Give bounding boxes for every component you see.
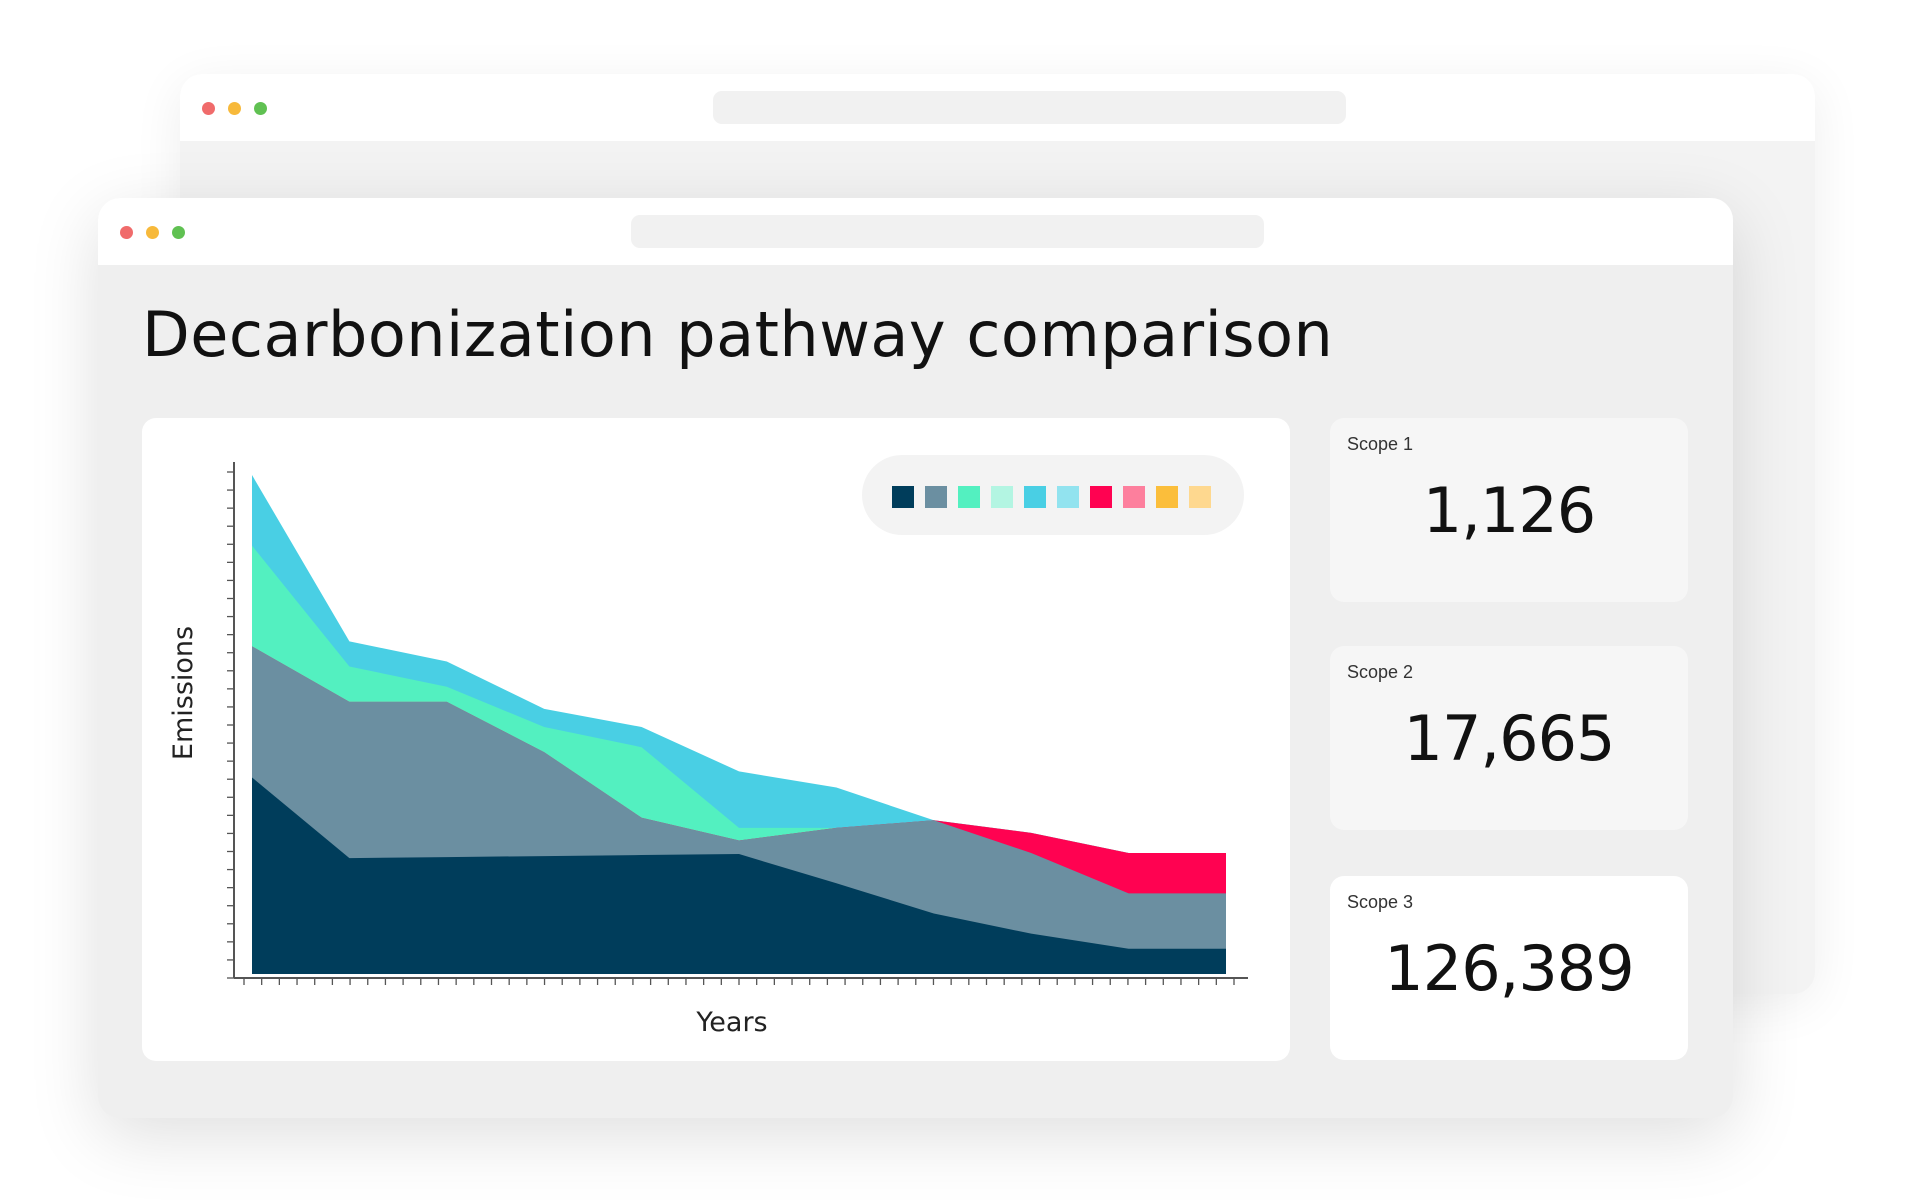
close-dot-icon[interactable] xyxy=(202,102,215,115)
legend-swatch-7 xyxy=(1090,486,1112,508)
scope-2-value: 17,665 xyxy=(1403,702,1616,775)
scope-1-card[interactable]: Scope 1 1,126 xyxy=(1330,418,1688,602)
emissions-area-chart: Emissions Years xyxy=(168,462,1248,1038)
background-titlebar xyxy=(180,74,1815,141)
chart-card: Emissions Years xyxy=(142,418,1290,1061)
chart-axes xyxy=(227,462,1248,985)
minimize-dot-icon[interactable] xyxy=(146,226,159,239)
area-layer-1 xyxy=(252,777,1226,974)
scope-3-card[interactable]: Scope 3 126,389 xyxy=(1330,876,1688,1060)
scope-1-value: 1,126 xyxy=(1422,474,1597,547)
scope-2-label: Scope 2 xyxy=(1347,662,1414,682)
scope-2-card[interactable]: Scope 2 17,665 xyxy=(1330,646,1688,830)
x-axis-label: Years xyxy=(695,1007,767,1038)
close-dot-icon[interactable] xyxy=(120,226,133,239)
chart-legend xyxy=(862,455,1244,535)
background-address-bar[interactable] xyxy=(713,91,1346,124)
maximize-dot-icon[interactable] xyxy=(254,102,267,115)
page-title: Decarbonization pathway comparison xyxy=(142,298,1334,371)
legend-swatch-2 xyxy=(925,486,947,508)
minimize-dot-icon[interactable] xyxy=(228,102,241,115)
legend-swatch-6 xyxy=(1057,486,1079,508)
scope-1-label: Scope 1 xyxy=(1347,434,1414,454)
chart-areas xyxy=(252,475,1226,974)
legend-swatch-1 xyxy=(892,486,914,508)
scope-3-value: 126,389 xyxy=(1384,932,1634,1005)
legend-swatch-5 xyxy=(1024,486,1046,508)
legend-swatch-3 xyxy=(958,486,980,508)
legend-swatch-10 xyxy=(1189,486,1211,508)
browser-window: Decarbonization pathway comparison Emiss… xyxy=(98,198,1733,1118)
address-bar[interactable] xyxy=(631,215,1264,248)
scope-3-label: Scope 3 xyxy=(1347,892,1414,912)
maximize-dot-icon[interactable] xyxy=(172,226,185,239)
legend-swatch-9 xyxy=(1156,486,1178,508)
titlebar xyxy=(98,198,1733,265)
legend-swatch-4 xyxy=(991,486,1013,508)
y-axis-label: Emissions xyxy=(168,626,199,760)
legend-swatch-8 xyxy=(1123,486,1145,508)
